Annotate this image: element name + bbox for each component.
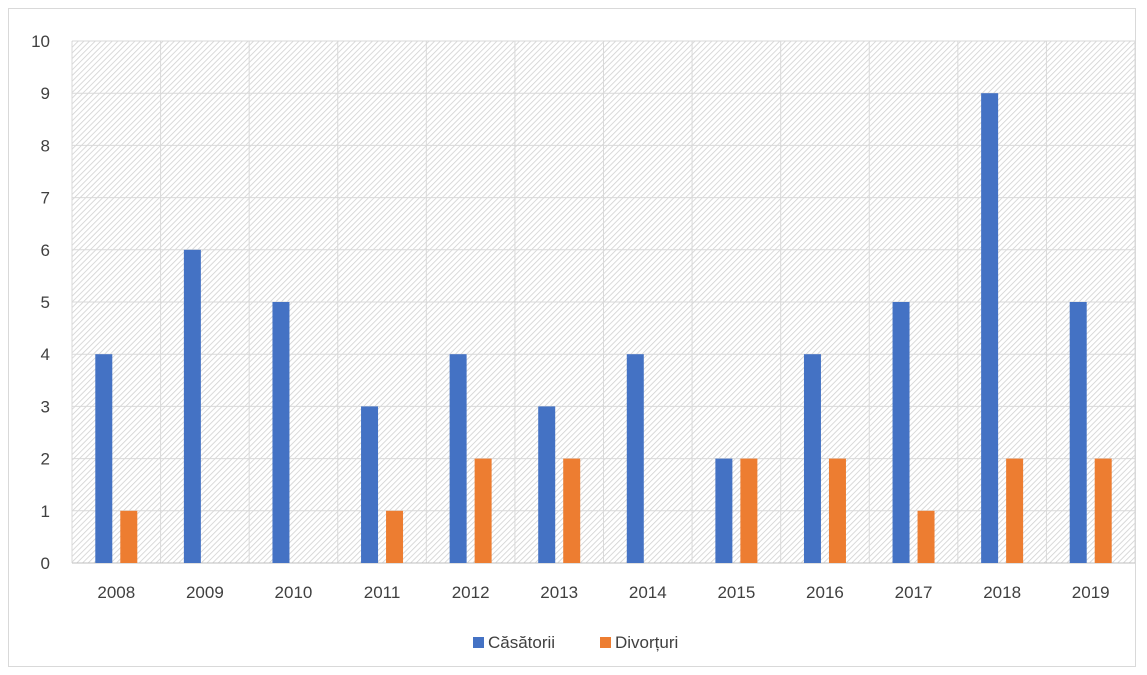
x-tick-label: 2012 [452, 583, 490, 602]
legend-label: Divorțuri [615, 633, 678, 652]
y-tick-label: 7 [41, 189, 50, 208]
legend-swatch [473, 637, 484, 648]
bar-casatorii [1070, 302, 1087, 563]
legend-label: Căsătorii [488, 633, 555, 652]
bar-divorturi [918, 511, 935, 563]
bar-divorturi [563, 459, 580, 563]
y-tick-label: 1 [41, 502, 50, 521]
legend-swatch [600, 637, 611, 648]
bar-divorturi [829, 459, 846, 563]
y-tick-label: 6 [41, 241, 50, 260]
y-tick-label: 10 [31, 32, 50, 51]
bar-casatorii [804, 354, 821, 563]
bar-casatorii [627, 354, 644, 563]
y-tick-label: 5 [41, 293, 50, 312]
x-tick-label: 2013 [540, 583, 578, 602]
y-tick-label: 4 [41, 345, 50, 364]
x-tick-label: 2008 [97, 583, 135, 602]
bar-casatorii [184, 250, 201, 563]
bar-casatorii [95, 354, 112, 563]
x-tick-label: 2017 [895, 583, 933, 602]
y-tick-label: 2 [41, 450, 50, 469]
x-tick-label: 2009 [186, 583, 224, 602]
y-tick-label: 8 [41, 136, 50, 155]
bar-divorturi [386, 511, 403, 563]
x-axis: 2008 2009 2010 2011 2012 2013 2014 2015 2016 2017… [97, 583, 1109, 602]
y-tick-label: 0 [41, 554, 50, 573]
bar-casatorii [361, 406, 378, 563]
bar-casatorii [538, 406, 555, 563]
bar-divorturi [120, 511, 137, 563]
bar-divorturi [475, 459, 492, 563]
y-axis: 0 1 2 3 4 5 6 7 8 9 10 [31, 32, 50, 573]
x-tick-label: 2016 [806, 583, 844, 602]
bar-divorturi [1095, 459, 1112, 563]
y-tick-label: 3 [41, 397, 50, 416]
bar-casatorii [272, 302, 289, 563]
x-tick-label: 2010 [275, 583, 313, 602]
x-tick-label: 2019 [1072, 583, 1110, 602]
x-tick-label: 2018 [983, 583, 1021, 602]
bar-casatorii [715, 459, 732, 563]
bar-divorturi [1006, 459, 1023, 563]
x-tick-label: 2014 [629, 583, 667, 602]
y-tick-label: 9 [41, 84, 50, 103]
x-tick-label: 2015 [717, 583, 755, 602]
legend: Căsătorii Divorțuri [473, 633, 678, 652]
bar-casatorii [893, 302, 910, 563]
bar-divorturi [740, 459, 757, 563]
x-tick-label: 2011 [364, 583, 401, 602]
bar-casatorii [981, 93, 998, 563]
bar-casatorii [450, 354, 467, 563]
